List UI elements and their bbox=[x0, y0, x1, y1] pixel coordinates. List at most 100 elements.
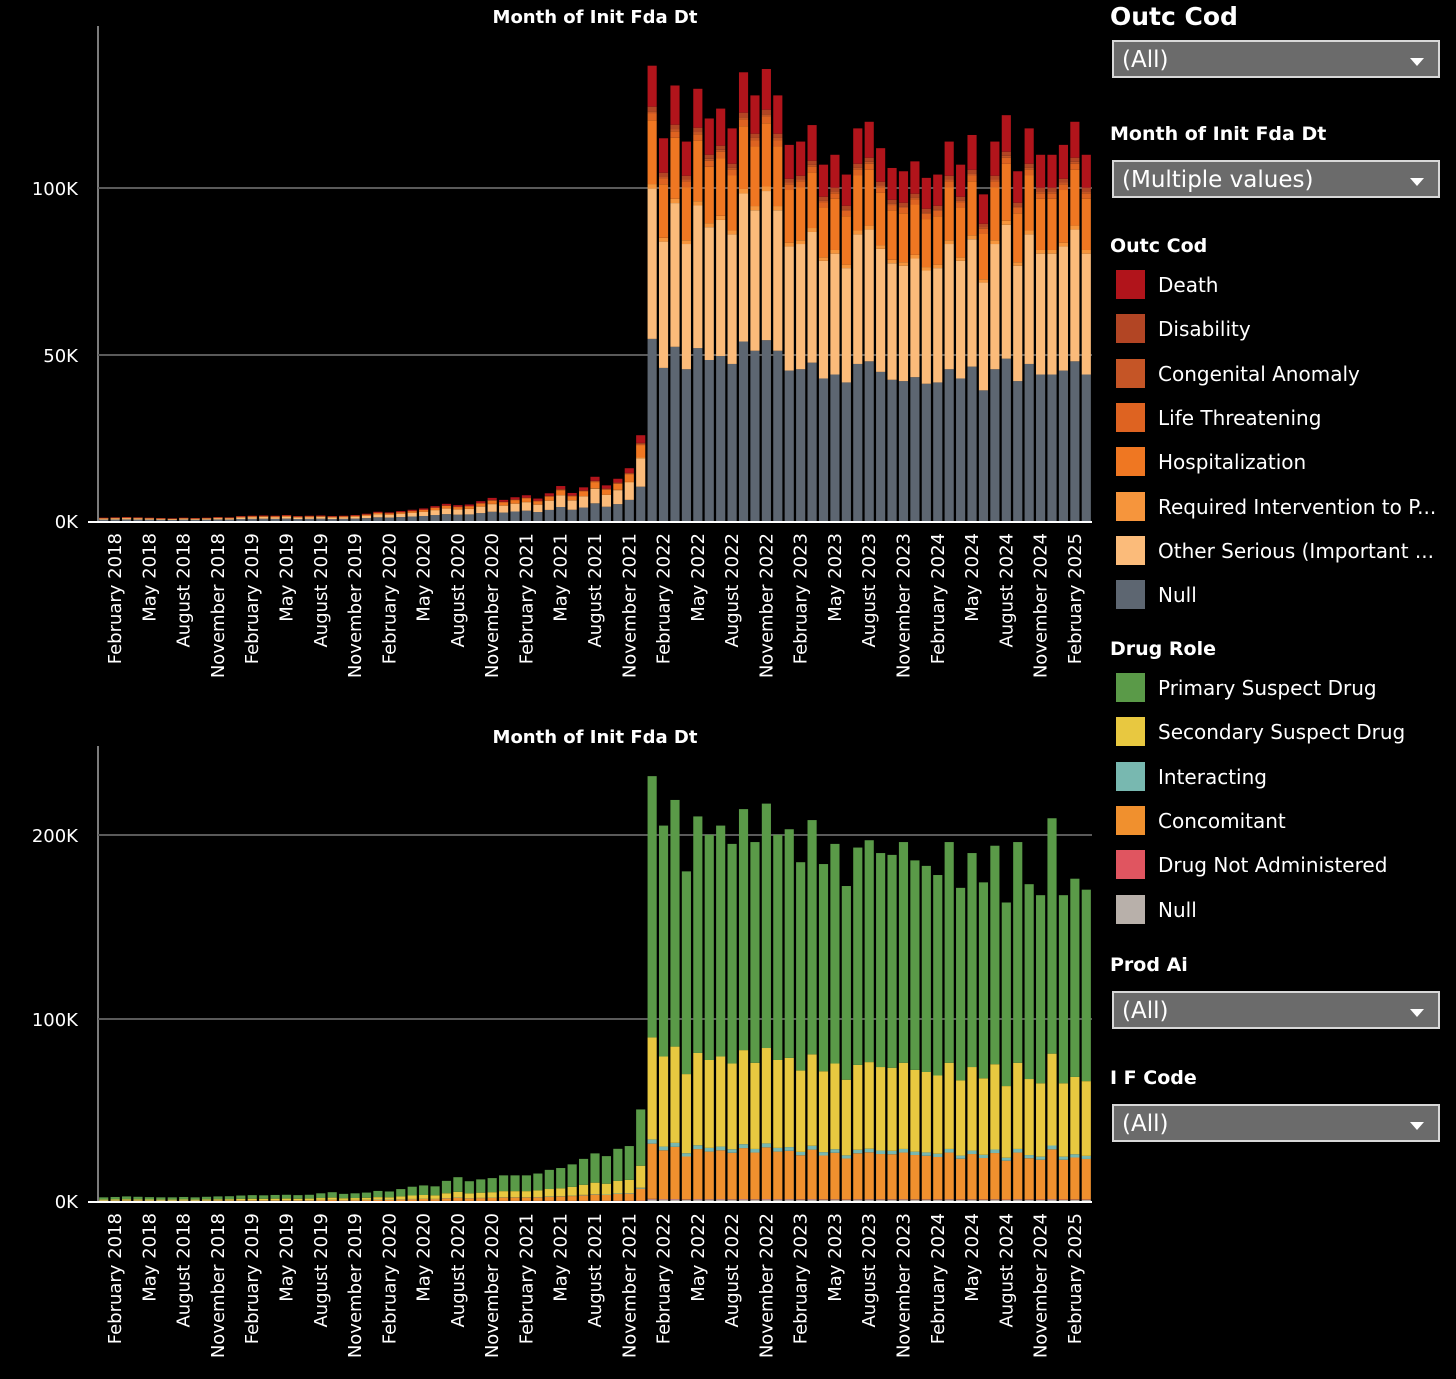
bar-segment[interactable] bbox=[1058, 246, 1069, 371]
bar-segment[interactable] bbox=[636, 486, 646, 521]
bar-segment[interactable] bbox=[990, 187, 1000, 241]
bar-segment[interactable] bbox=[1058, 190, 1069, 243]
bar-segment[interactable] bbox=[453, 514, 463, 521]
bar-segment[interactable] bbox=[1081, 374, 1091, 521]
bar-segment[interactable] bbox=[853, 230, 863, 235]
bar-segment[interactable] bbox=[499, 1197, 509, 1201]
bar-segment[interactable] bbox=[419, 511, 429, 516]
bar-segment[interactable] bbox=[910, 193, 920, 198]
bar-segment[interactable] bbox=[464, 1198, 474, 1201]
bar-segment[interactable] bbox=[830, 191, 840, 194]
bar-segment[interactable] bbox=[281, 518, 292, 521]
bar-segment[interactable] bbox=[316, 516, 326, 517]
bar-segment[interactable] bbox=[750, 206, 760, 211]
bar-segment[interactable] bbox=[499, 505, 509, 513]
bar-segment[interactable] bbox=[738, 188, 749, 194]
bar-segment[interactable] bbox=[1013, 207, 1023, 214]
bar-segment[interactable] bbox=[1047, 249, 1057, 254]
bar-segment[interactable] bbox=[933, 205, 943, 210]
bar-segment[interactable] bbox=[658, 172, 669, 177]
bar-segment[interactable] bbox=[647, 776, 657, 1038]
bar-segment[interactable] bbox=[864, 1199, 874, 1201]
bar-segment[interactable] bbox=[1081, 889, 1091, 1082]
bar-segment[interactable] bbox=[99, 519, 109, 521]
bar-segment[interactable] bbox=[179, 519, 189, 521]
bar-segment[interactable] bbox=[727, 843, 737, 1064]
bar-segment[interactable] bbox=[807, 1145, 817, 1150]
bar-segment[interactable] bbox=[601, 494, 611, 507]
bar-segment[interactable] bbox=[841, 268, 851, 383]
bar-segment[interactable] bbox=[670, 1146, 680, 1199]
bar-segment[interactable] bbox=[990, 1064, 1000, 1150]
bar-segment[interactable] bbox=[796, 175, 806, 180]
bar-segment[interactable] bbox=[956, 196, 966, 201]
bar-segment[interactable] bbox=[1024, 234, 1034, 364]
bar-segment[interactable] bbox=[624, 481, 634, 483]
bar-segment[interactable] bbox=[224, 1196, 234, 1200]
bar-segment[interactable] bbox=[704, 359, 714, 521]
bar-segment[interactable] bbox=[693, 201, 703, 206]
bar-segment[interactable] bbox=[933, 210, 943, 217]
bar-segment[interactable] bbox=[1058, 242, 1069, 247]
bar-segment[interactable] bbox=[921, 270, 931, 384]
bar-segment[interactable] bbox=[830, 374, 840, 521]
bar-segment[interactable] bbox=[990, 244, 1000, 370]
bar-segment[interactable] bbox=[1047, 198, 1057, 250]
bar-segment[interactable] bbox=[281, 515, 292, 517]
bar-segment[interactable] bbox=[373, 1199, 383, 1201]
bar-segment[interactable] bbox=[967, 853, 977, 1068]
bar-segment[interactable] bbox=[259, 516, 269, 519]
bar-segment[interactable] bbox=[670, 131, 680, 138]
bar-segment[interactable] bbox=[1024, 363, 1034, 521]
bar-segment[interactable] bbox=[761, 803, 771, 1048]
bar-segment[interactable] bbox=[681, 369, 691, 521]
bar-segment[interactable] bbox=[773, 350, 783, 521]
bar-segment[interactable] bbox=[316, 1199, 326, 1201]
bar-segment[interactable] bbox=[624, 482, 634, 500]
legend-item-outc-2[interactable]: Congenital Anomaly bbox=[1116, 358, 1456, 389]
bar-segment[interactable] bbox=[1024, 175, 1034, 231]
bar-segment[interactable] bbox=[1058, 178, 1069, 183]
bar-segment[interactable] bbox=[293, 1200, 303, 1201]
bar-segment[interactable] bbox=[876, 371, 886, 521]
bar-segment[interactable] bbox=[933, 264, 943, 269]
bar-segment[interactable] bbox=[201, 519, 212, 521]
bar-segment[interactable] bbox=[773, 1199, 783, 1201]
bar-segment[interactable] bbox=[807, 1149, 817, 1200]
bar-segment[interactable] bbox=[841, 1158, 851, 1200]
bar-segment[interactable] bbox=[1013, 1152, 1023, 1200]
bar-segment[interactable] bbox=[944, 240, 954, 245]
bar-segment[interactable] bbox=[784, 178, 794, 183]
bar-segment[interactable] bbox=[99, 518, 109, 520]
bar-segment[interactable] bbox=[533, 498, 543, 501]
bar-segment[interactable] bbox=[236, 519, 246, 521]
bar-segment[interactable] bbox=[99, 1199, 109, 1201]
bar-segment[interactable] bbox=[990, 1153, 1000, 1200]
bar-segment[interactable] bbox=[716, 219, 726, 357]
legend-item-role-5[interactable]: Null bbox=[1116, 894, 1456, 925]
bar-segment[interactable] bbox=[1070, 225, 1080, 230]
bar-segment[interactable] bbox=[121, 1196, 132, 1200]
bar-segment[interactable] bbox=[521, 502, 532, 511]
bar-segment[interactable] bbox=[1024, 1158, 1034, 1200]
bar-segment[interactable] bbox=[1070, 1199, 1080, 1201]
bar-segment[interactable] bbox=[373, 511, 383, 513]
bar-segment[interactable] bbox=[464, 1181, 474, 1194]
bar-segment[interactable] bbox=[316, 516, 326, 519]
bar-segment[interactable] bbox=[373, 514, 383, 518]
bar-segment[interactable] bbox=[887, 1150, 897, 1155]
bar-segment[interactable] bbox=[453, 1177, 463, 1192]
bar-segment[interactable] bbox=[921, 212, 931, 214]
bar-segment[interactable] bbox=[796, 369, 806, 521]
bar-segment[interactable] bbox=[990, 369, 1000, 521]
bar-segment[interactable] bbox=[853, 1149, 863, 1154]
bar-segment[interactable] bbox=[544, 509, 554, 521]
bar-segment[interactable] bbox=[727, 175, 737, 231]
bar-segment[interactable] bbox=[933, 268, 943, 383]
bar-segment[interactable] bbox=[361, 514, 372, 516]
bar-segment[interactable] bbox=[1070, 157, 1080, 162]
bar-segment[interactable] bbox=[693, 1149, 703, 1200]
bar-segment[interactable] bbox=[921, 1199, 931, 1201]
bar-segment[interactable] bbox=[1047, 154, 1057, 188]
bar-segment[interactable] bbox=[613, 1193, 623, 1201]
